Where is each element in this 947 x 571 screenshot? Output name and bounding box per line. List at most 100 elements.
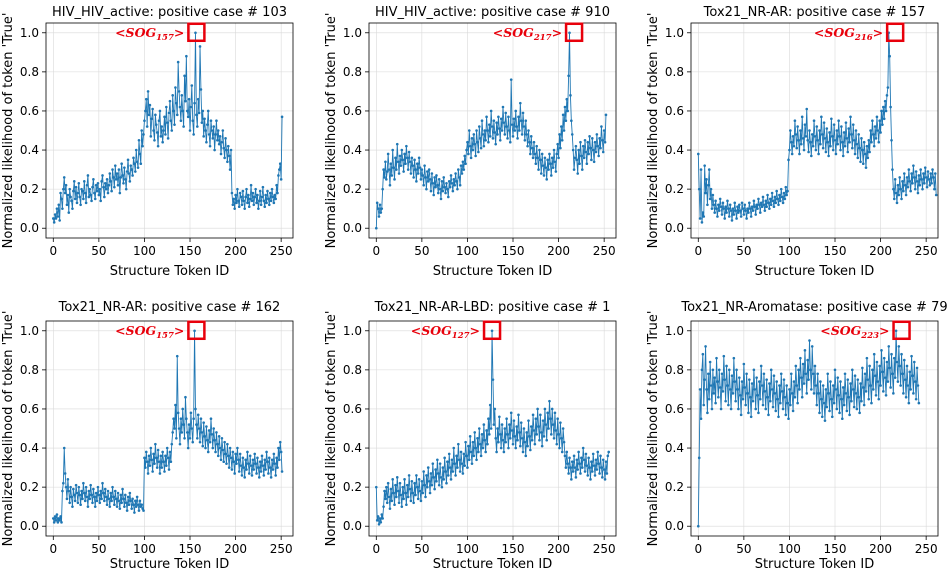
data-point [771, 199, 775, 203]
data-point [190, 427, 194, 430]
data-point [252, 203, 256, 207]
data-point [460, 462, 464, 465]
data-point [815, 403, 819, 407]
data-point [593, 474, 597, 477]
data-point [480, 433, 484, 436]
data-point [857, 133, 860, 136]
data-point [436, 191, 440, 195]
data-point [67, 489, 71, 493]
data-point [788, 148, 791, 152]
data-point [818, 129, 821, 132]
data-point [871, 119, 874, 123]
data-point [531, 156, 535, 160]
data-point [92, 487, 95, 491]
data-point [414, 493, 417, 497]
data-point [561, 427, 565, 430]
data-point [568, 31, 571, 35]
data-point [551, 423, 555, 426]
data-point [546, 411, 549, 415]
data-point [921, 187, 924, 191]
data-point [538, 438, 541, 442]
data-point [157, 460, 161, 464]
data-point [758, 211, 762, 214]
data-point [250, 199, 254, 203]
data-point [188, 129, 192, 132]
y-tick-label: 0.2 [665, 480, 684, 494]
data-point [929, 172, 933, 175]
data-point [532, 140, 536, 144]
data-point [262, 474, 266, 477]
data-point [83, 499, 87, 503]
data-point [600, 466, 603, 469]
data-point [766, 395, 769, 399]
data-point [712, 203, 716, 207]
data-point [430, 172, 434, 175]
data-point [724, 205, 727, 209]
data-point [789, 140, 793, 144]
data-point [59, 191, 62, 195]
data-point [864, 390, 868, 393]
data-point [715, 356, 718, 360]
data-point [399, 493, 403, 497]
data-point [765, 378, 768, 381]
data-point [383, 176, 386, 179]
data-point [721, 390, 725, 393]
data-point [269, 199, 273, 203]
data-point [217, 435, 221, 438]
data-point [55, 513, 59, 516]
data-point [852, 405, 856, 409]
data-point [825, 127, 829, 130]
data-point [128, 491, 132, 495]
data-point [212, 125, 215, 128]
data-point [564, 466, 568, 469]
data-point [274, 474, 277, 477]
data-point [928, 183, 932, 187]
x-tick-label: 200 [547, 542, 570, 556]
data-point [745, 217, 748, 220]
data-point [558, 133, 561, 136]
data-point [477, 150, 480, 154]
data-point [85, 495, 89, 499]
y-axis-label: Normalized likelihood of token 'True' [646, 311, 661, 547]
data-point [99, 489, 102, 493]
data-point [886, 380, 890, 383]
data-point [697, 187, 701, 191]
data-point [426, 485, 429, 489]
data-point [702, 215, 706, 218]
data-point [727, 403, 730, 407]
x-axis-label: Structure Token ID [755, 557, 875, 571]
data-point [78, 195, 82, 199]
data-point [599, 146, 602, 150]
data-point [103, 499, 106, 503]
data-point [897, 193, 901, 197]
data-point [408, 160, 412, 164]
data-point [81, 497, 84, 501]
data-point [258, 189, 262, 193]
data-point [57, 517, 61, 520]
data-point [775, 189, 778, 193]
data-point [196, 125, 199, 128]
x-tick-label: 200 [869, 244, 892, 258]
data-point [907, 168, 911, 171]
data-point [176, 60, 180, 64]
data-point [395, 168, 398, 171]
data-point [758, 380, 761, 383]
data-point [407, 474, 411, 477]
data-point [53, 213, 57, 216]
data-point [817, 392, 820, 395]
data-point [776, 197, 779, 201]
data-point [480, 119, 484, 123]
data-point [580, 154, 583, 158]
data-point [489, 427, 493, 430]
data-point [834, 388, 838, 391]
data-point [477, 427, 481, 430]
data-point [757, 197, 760, 201]
data-point [161, 450, 164, 454]
data-point [547, 427, 550, 430]
data-point [207, 429, 211, 432]
data-point [899, 384, 902, 387]
data-point [848, 413, 851, 417]
data-point [851, 388, 855, 391]
data-point [574, 144, 578, 148]
data-point [882, 105, 885, 109]
